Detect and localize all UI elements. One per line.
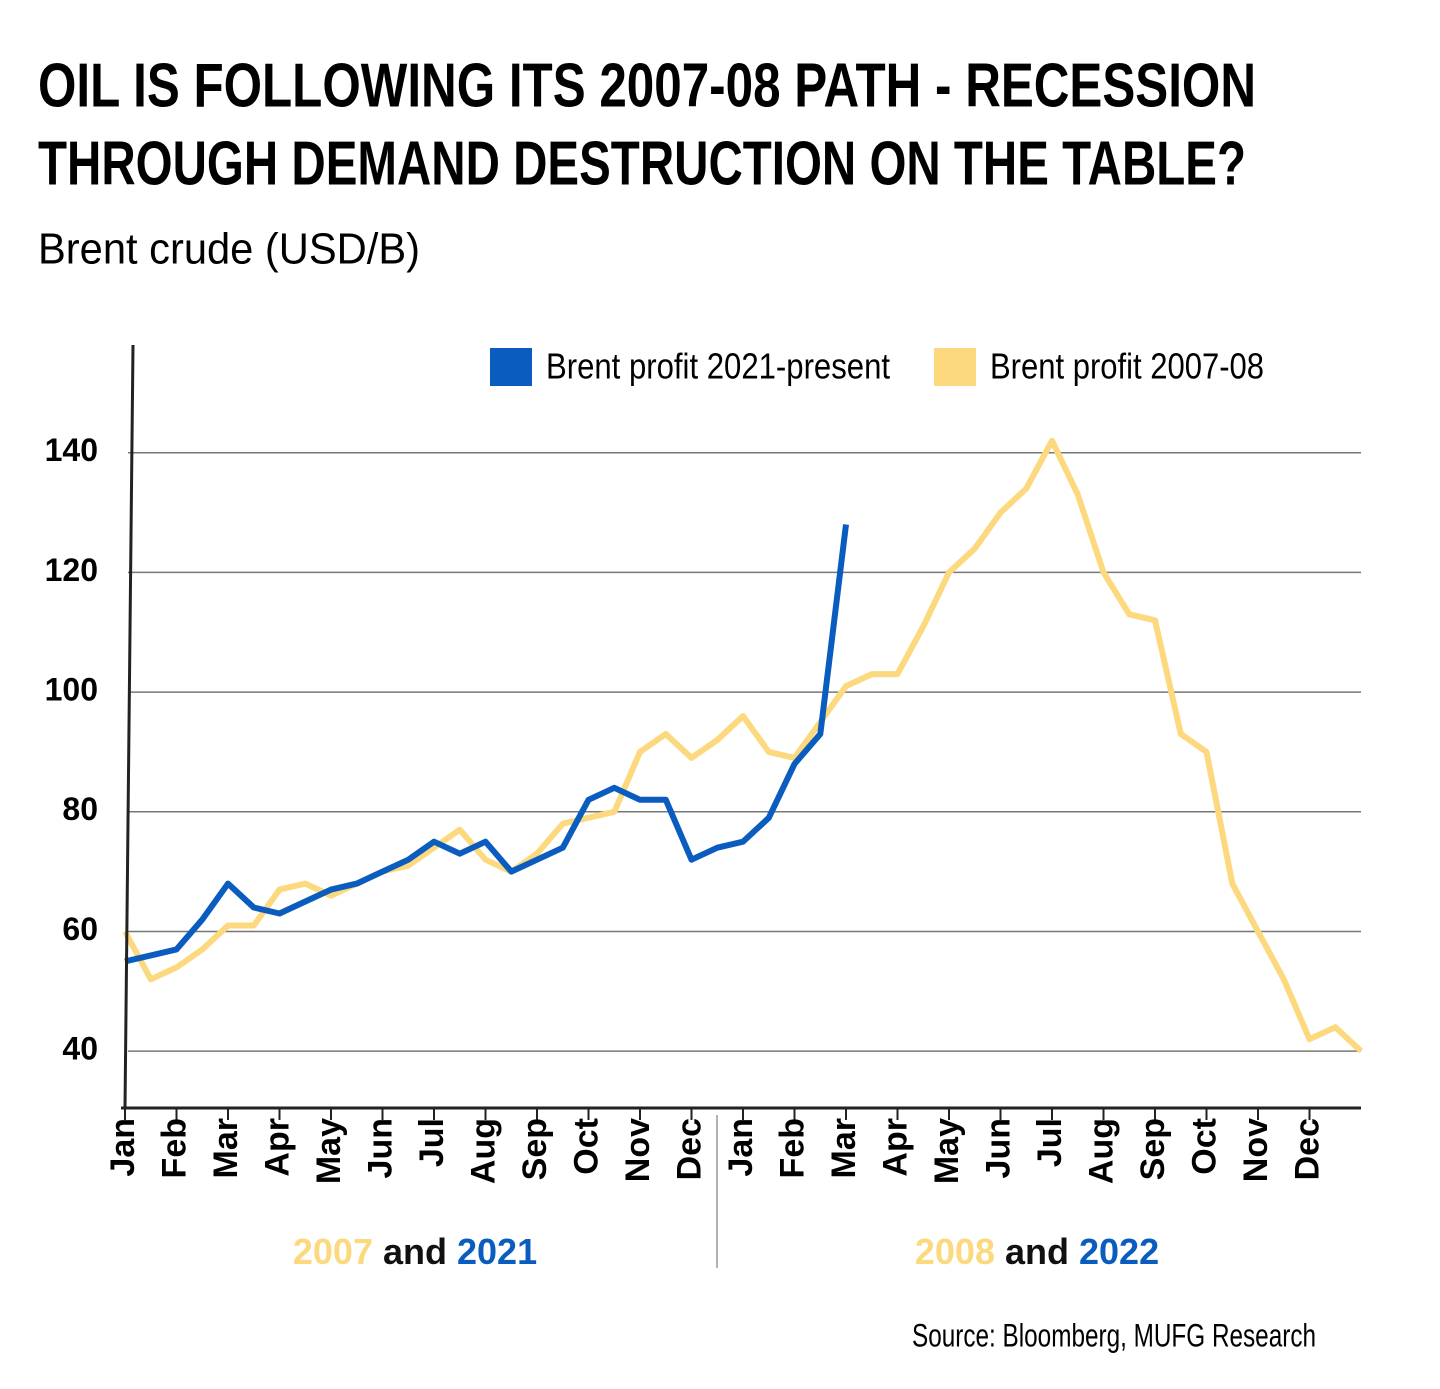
chart-subtitle: Brent crude (USD/B) <box>38 225 420 274</box>
legend-swatch <box>934 348 976 386</box>
y-tick-label: 80 <box>62 791 98 827</box>
x-tick-label: Sep <box>1134 1118 1172 1180</box>
x-tick-label: Aug <box>464 1118 502 1184</box>
x-tick-label: Nov <box>1237 1118 1275 1182</box>
x-tick-label: Jan <box>104 1118 142 1177</box>
year-label: 2021 <box>457 1231 537 1272</box>
chart-title: THROUGH DEMAND DESTRUCTION ON THE TABLE? <box>38 129 1246 198</box>
x-tick-label: May <box>928 1118 966 1184</box>
x-tick-label: Aug <box>1082 1118 1120 1184</box>
year-label: 2022 <box>1079 1231 1159 1272</box>
x-tick-label: Feb <box>155 1118 193 1178</box>
x-tick-label: Oct <box>1185 1118 1223 1175</box>
year-label: and <box>1005 1231 1069 1272</box>
year-label: and <box>383 1231 447 1272</box>
y-tick-label: 120 <box>45 552 98 588</box>
x-tick-label: Jul <box>413 1118 451 1167</box>
year-label: 2008 <box>915 1231 995 1272</box>
x-tick-label: Nov <box>619 1118 657 1182</box>
y-tick-label: 60 <box>62 911 98 947</box>
y-tick-label: 40 <box>62 1031 98 1067</box>
x-tick-label: Feb <box>773 1118 811 1178</box>
chart-title: OIL IS FOLLOWING ITS 2007-08 PATH - RECE… <box>38 51 1256 120</box>
x-tick-label: May <box>310 1118 348 1184</box>
x-tick-label: Dec <box>1288 1118 1326 1180</box>
year-label: 2007 <box>293 1231 373 1272</box>
x-tick-label: Mar <box>825 1118 863 1178</box>
x-tick-label: Mar <box>207 1118 245 1178</box>
source: Source: Bloomberg, MUFG Research <box>912 1317 1316 1353</box>
y-tick-label: 100 <box>45 672 98 708</box>
x-tick-label: Sep <box>516 1118 554 1180</box>
x-tick-label: Jul <box>1031 1118 1069 1167</box>
series-line <box>124 524 849 965</box>
x-tick-label: Apr <box>258 1118 296 1177</box>
x-tick-label: Oct <box>567 1118 605 1175</box>
series-line <box>122 437 1364 1054</box>
legend-swatch <box>490 348 532 386</box>
legend-label: Brent profit 2021-present <box>546 346 890 387</box>
year-group-label: 2008 and 2022 <box>915 1231 1159 1272</box>
y-axis <box>123 344 135 1109</box>
year-group-label: 2007 and 2021 <box>293 1231 537 1272</box>
legend-label: Brent profit 2007-08 <box>990 346 1264 387</box>
x-tick-label: Jan <box>722 1118 760 1177</box>
y-tick-label: 140 <box>45 432 98 468</box>
x-tick-label: Jun <box>361 1118 399 1178</box>
x-tick-label: Apr <box>876 1118 914 1177</box>
x-tick-label: Dec <box>670 1118 708 1180</box>
x-tick-label: Jun <box>979 1118 1017 1178</box>
